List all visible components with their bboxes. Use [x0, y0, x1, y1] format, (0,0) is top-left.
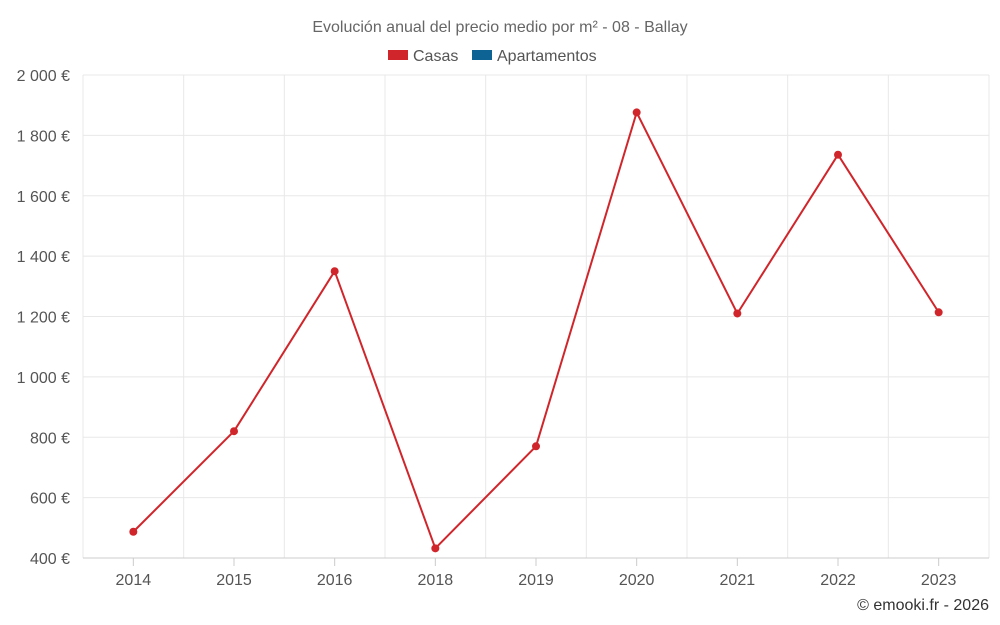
grid-layer [82, 74, 990, 559]
data-point-casas[interactable] [934, 308, 943, 317]
x-tick-label: 2015 [216, 572, 252, 589]
x-tick-label: 2014 [116, 572, 152, 589]
y-tick-label: 2 000 € [17, 68, 70, 85]
data-point-casas[interactable] [230, 427, 238, 436]
legend-item-casas[interactable]: Casas [388, 48, 458, 65]
y-tick-label: 1 800 € [17, 128, 70, 145]
legend-item-apartamentos[interactable]: Apartamentos [472, 48, 597, 65]
x-tick-label: 2022 [820, 572, 856, 589]
x-tick-label: 2016 [317, 572, 353, 589]
x-tick-label: 2018 [418, 572, 454, 589]
data-point-casas[interactable] [129, 527, 138, 536]
y-tick-label: 1 400 € [17, 249, 70, 266]
data-point-casas[interactable] [532, 442, 540, 451]
data-point-casas[interactable] [330, 267, 339, 276]
chart-title: Evolución anual del precio medio por m² … [312, 19, 687, 36]
y-tick-label: 1 200 € [17, 310, 70, 327]
series-layer [129, 108, 943, 553]
y-tick-label: 600 € [30, 491, 70, 508]
credit-text: © emooki.fr - 2026 [857, 597, 989, 614]
data-point-casas[interactable] [632, 108, 641, 117]
data-point-casas[interactable] [834, 150, 842, 159]
x-tick-label: 2019 [518, 572, 554, 589]
x-tick-label: 2023 [921, 572, 957, 589]
x-tick-label: 2021 [720, 572, 756, 589]
data-point-casas[interactable] [431, 544, 440, 553]
legend: Casas Apartamentos [388, 48, 597, 65]
axis-layer: 2 000 € 1 800 € 1 600 € 1 400 € 1 200 € 1 000… [17, 68, 989, 589]
y-tick-label: 800 € [30, 430, 70, 447]
y-tick-label: 1 000 € [17, 370, 70, 387]
x-tick-label: 2020 [619, 572, 655, 589]
legend-label-apartamentos: Apartamentos [497, 48, 597, 65]
legend-label-casas: Casas [413, 48, 458, 65]
legend-swatch-casas [388, 50, 408, 60]
y-tick-label: 400 € [30, 551, 70, 568]
y-tick-label: 1 600 € [17, 189, 70, 206]
legend-swatch-apartamentos [472, 50, 492, 60]
data-point-casas[interactable] [733, 309, 742, 318]
series-line-casas [132, 111, 940, 550]
